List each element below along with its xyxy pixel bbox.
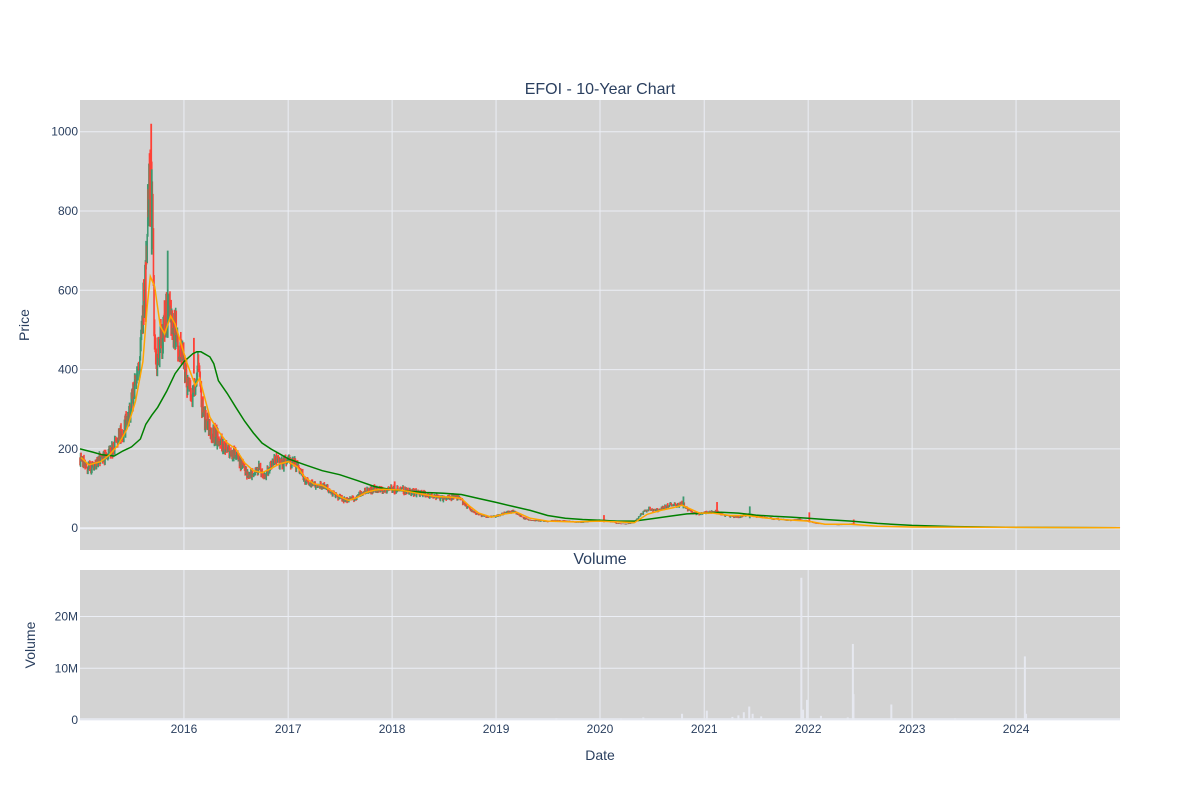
price-y-ticks: 0 200 400 600 800 1000 [51, 125, 78, 535]
volume-bar [1023, 656, 1026, 720]
volume-y-tick-label: 20M [55, 610, 78, 624]
volume-chart-title: Volume [573, 551, 626, 568]
x-tick-label: 2018 [379, 722, 406, 736]
volume-bar [806, 699, 809, 720]
volume-bar [890, 704, 893, 720]
volume-y-axis-title: Volume [22, 621, 38, 668]
volume-gridlines [80, 570, 1120, 721]
x-tick-label: 2020 [587, 722, 614, 736]
volume-bar [751, 713, 754, 720]
price-chart-title: EFOI - 10-Year Chart [525, 81, 676, 98]
volume-bar [852, 694, 855, 720]
x-tick-label: 2019 [483, 722, 510, 736]
volume-x-axis-title: Date [585, 747, 615, 763]
volume-bar [748, 706, 751, 720]
volume-y-ticks: 0 10M 20M [55, 610, 79, 727]
volume-bar [742, 712, 745, 720]
date-x-ticks: 2016 2017 2018 2019 2020 2021 2022 2023 2024 [171, 722, 1030, 736]
price-moving-averages [79, 273, 1121, 529]
volume-baseline-bars [80, 718, 1120, 720]
x-tick-label: 2021 [691, 722, 718, 736]
x-tick-label: 2023 [899, 722, 926, 736]
volume-bar [737, 715, 740, 720]
moving-average-long-line [79, 351, 1121, 529]
volume-bar [681, 713, 684, 720]
x-tick-label: 2017 [275, 722, 302, 736]
volume-y-tick-label: 10M [55, 661, 78, 675]
volume-bar [705, 710, 708, 720]
price-y-tick-label: 0 [71, 521, 78, 535]
volume-bar [851, 643, 854, 720]
price-gridlines [80, 100, 1120, 550]
moving-average-short-line [80, 273, 1121, 529]
price-y-tick-label: 200 [58, 442, 78, 456]
price-y-tick-label: 400 [58, 363, 78, 377]
x-tick-label: 2024 [1003, 722, 1030, 736]
price-y-tick-label: 600 [58, 283, 78, 297]
volume-y-tick-label: 0 [71, 713, 78, 727]
price-y-tick-label: 800 [58, 204, 78, 218]
x-tick-label: 2022 [795, 722, 822, 736]
price-y-tick-label: 1000 [51, 125, 78, 139]
price-y-axis-title: Price [16, 309, 32, 341]
volume-bar [800, 577, 803, 720]
x-tick-label: 2016 [171, 722, 198, 736]
volume-bar [1025, 713, 1028, 720]
volume-bars [80, 577, 1120, 720]
volume-bar [802, 709, 805, 720]
volume-bar [819, 715, 822, 720]
